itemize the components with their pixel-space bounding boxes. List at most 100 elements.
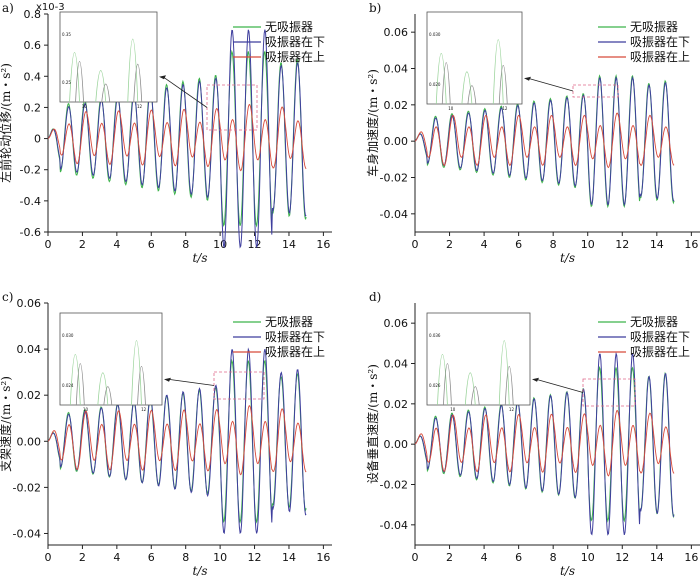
- x-tick-label: 4: [481, 551, 488, 564]
- inset-frame: [426, 312, 531, 406]
- series-line-3: [47, 405, 307, 476]
- y-tick-label: 0.04: [17, 343, 42, 356]
- inset-peak-green: [437, 354, 448, 406]
- inset-peak-gray: [101, 83, 111, 103]
- series-line-3: [414, 112, 675, 169]
- inset-peak-gray: [470, 386, 480, 406]
- y-tick-label: 0.00: [17, 435, 42, 448]
- x-tick-label: 6: [148, 551, 155, 564]
- x-tick-label: 14: [650, 551, 664, 564]
- zoom-arrow-line: [162, 76, 208, 108]
- x-tick-label: 6: [515, 238, 522, 251]
- inset-peak-gray: [75, 61, 84, 103]
- x-tick-label: 8: [550, 551, 557, 564]
- x-tick-label: 14: [282, 238, 296, 251]
- inset-peak-green: [69, 354, 81, 406]
- inset-peak-green: [435, 53, 447, 105]
- inset-peak-gray: [498, 65, 508, 105]
- inset-peak-green: [69, 52, 80, 103]
- x-tick-label: 12: [248, 551, 262, 564]
- inset-peak-gray: [103, 386, 113, 406]
- x-axis-label: t/s: [560, 251, 575, 265]
- inset-peak-gray: [441, 62, 451, 105]
- inset-tick-label: 10: [82, 104, 88, 109]
- x-tick-label: 4: [113, 551, 120, 564]
- inset-tick-label: 0.35: [62, 32, 71, 37]
- y-tick-label: -0.04: [13, 527, 41, 540]
- inset-tick-label: 0.024: [62, 383, 74, 388]
- inset-tick-label: 10: [448, 106, 454, 111]
- y-tick-label: 0.04: [384, 63, 409, 76]
- inset-peak-green: [127, 38, 139, 103]
- inset-tick-label: 12: [141, 407, 147, 412]
- zoom-arrow-line: [535, 378, 584, 393]
- inset-peak-green: [498, 340, 510, 406]
- x-tick-label: 12: [615, 238, 629, 251]
- x-tick-label: 16: [316, 238, 330, 251]
- inset-tick-label: 0.030: [429, 32, 441, 37]
- chart-panel-2: b) 0 2 4 6 8 10 12 14 16 -0.04 -0.02 0.00 0.02 0.04 0.0…: [365, 1, 700, 265]
- y-tick-label: 0.6: [24, 39, 42, 52]
- x-tick-label: 8: [182, 551, 189, 564]
- inset-tick-label: 0.026: [429, 383, 441, 388]
- inset-tick-label: 12: [509, 407, 515, 412]
- legend-label: 吸振器在上: [265, 50, 325, 64]
- panel-label: b): [369, 1, 381, 15]
- zoom-region-box: [572, 84, 619, 98]
- zoom-arrow-head: [159, 75, 166, 80]
- inset-peak-green: [95, 70, 107, 103]
- inset-frame: [426, 11, 523, 105]
- panel-label: a): [2, 1, 14, 15]
- y-tick-label: 0.02: [384, 99, 409, 112]
- legend-label: 无吸振器: [630, 315, 678, 329]
- x-tick-label: 10: [213, 551, 227, 564]
- x-tick-label: 6: [148, 238, 155, 251]
- legend-label: 无吸振器: [630, 20, 678, 34]
- x-tick-label: 4: [113, 238, 120, 251]
- x-tick-label: 0: [45, 551, 52, 564]
- y-axis-label: 设备垂直速度/(m・s²): [365, 364, 380, 484]
- y-tick-label: 0.8: [24, 8, 42, 21]
- inset-peak-gray: [504, 366, 514, 406]
- y-tick-label: -0.6: [20, 226, 41, 239]
- x-tick-label: 16: [684, 238, 698, 251]
- x-tick-label: 2: [446, 238, 453, 251]
- y-tick-label: -0.04: [380, 208, 408, 221]
- inset-peak-gray: [133, 64, 143, 103]
- y-tick-label: -0.02: [380, 479, 408, 492]
- y-tick-label: 0.4: [24, 70, 42, 83]
- x-tick-label: 8: [550, 238, 557, 251]
- series-line-3: [414, 409, 675, 477]
- inset-peak-green: [97, 372, 109, 406]
- inset-tick-label: 10: [450, 407, 456, 412]
- x-axis-label: t/s: [192, 564, 207, 578]
- x-tick-label: 8: [182, 238, 189, 251]
- inset-tick-label: 0.25: [62, 80, 71, 85]
- x-axis-label: t/s: [192, 251, 207, 265]
- y-tick-label: 0.2: [24, 101, 42, 114]
- inset-peak-gray: [443, 363, 452, 406]
- x-tick-label: 14: [650, 238, 664, 251]
- inset-tick-label: 0.020: [429, 82, 441, 87]
- legend-label: 吸振器在下: [265, 330, 325, 344]
- x-tick-label: 0: [45, 238, 52, 251]
- inset-peak-gray: [467, 85, 477, 105]
- legend-label: 无吸振器: [265, 315, 313, 329]
- panel-label: d): [369, 290, 381, 304]
- y-axis-label: 左前轮动位移/(m・s²): [0, 63, 13, 183]
- inset-peak-green: [464, 372, 476, 406]
- chart-panel-1: a) x10-3 0 2 4 6 8 10 12 14 16 -0.6 -0.4 -0.2 0 0.2 0.4 0…: [0, 1, 332, 265]
- y-tick-label: 0.00: [384, 438, 409, 451]
- x-tick-label: 14: [282, 551, 296, 564]
- x-tick-label: 12: [248, 238, 262, 251]
- y-tick-label: -0.2: [20, 164, 41, 177]
- inset-peak-green: [461, 71, 473, 105]
- y-axis-label: 支架速度/(m・s²): [0, 376, 13, 472]
- y-tick-label: 0.02: [17, 389, 42, 402]
- x-tick-label: 2: [79, 551, 86, 564]
- series-line-2: [414, 351, 675, 536]
- x-tick-label: 0: [412, 238, 419, 251]
- legend-label: 吸振器在上: [630, 345, 690, 359]
- series-line-2: [47, 29, 307, 249]
